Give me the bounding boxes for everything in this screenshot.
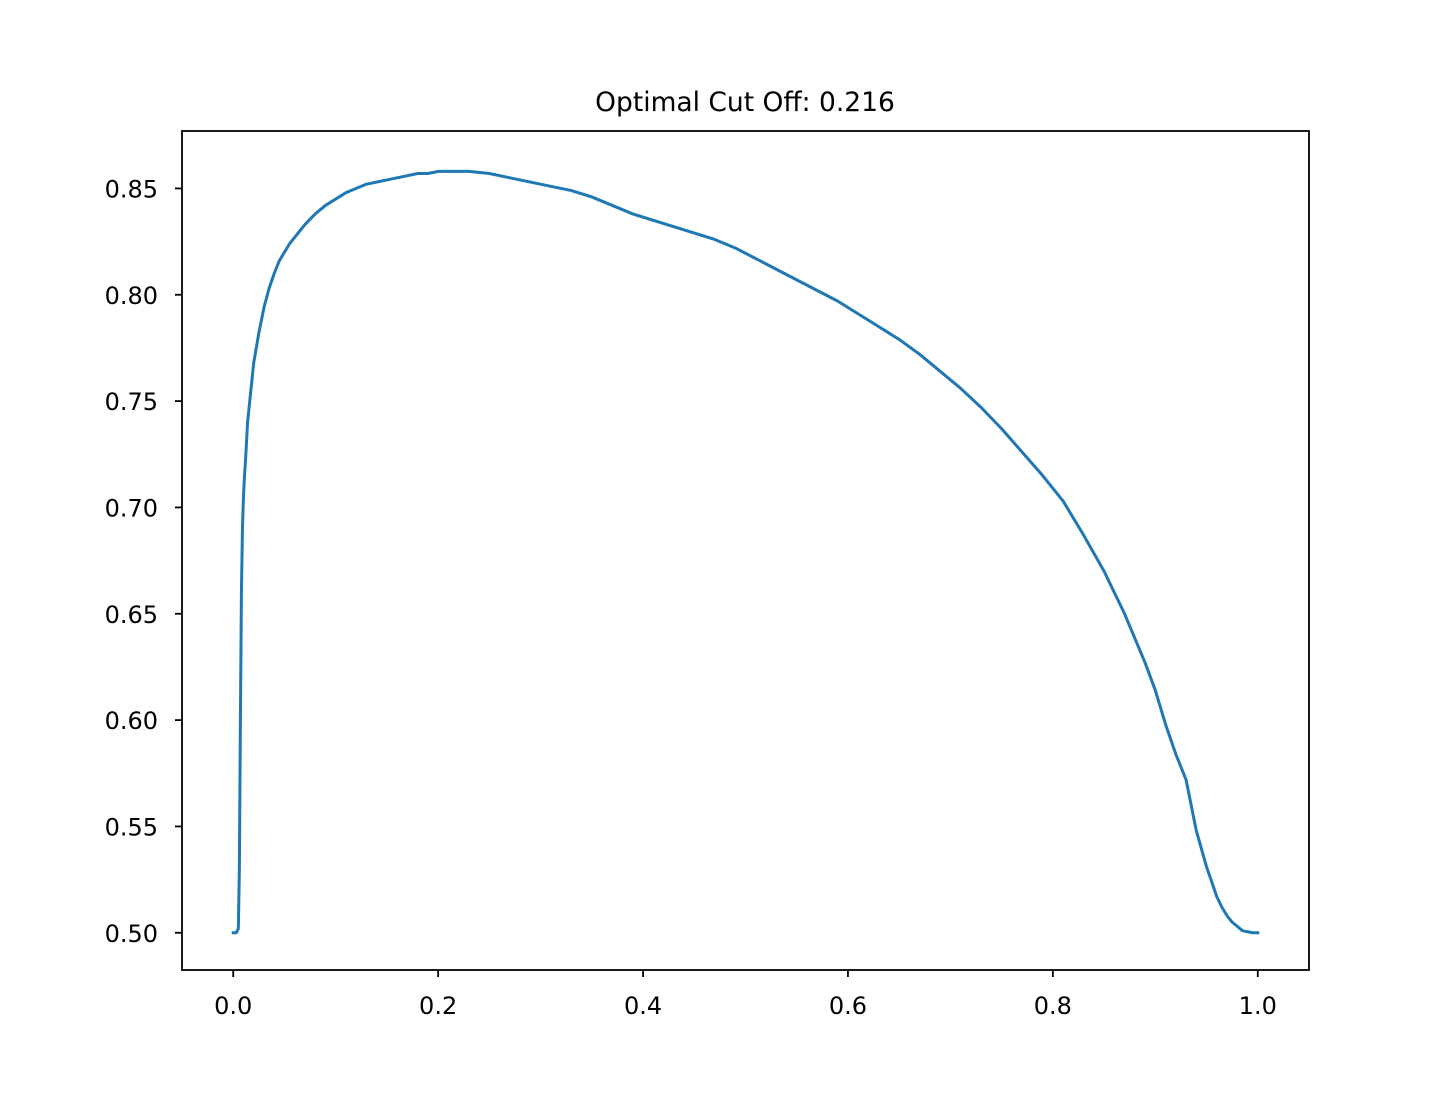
x-tick-label: 1.0 bbox=[1239, 992, 1277, 1020]
x-axis: 0.0 0.2 0.4 0.6 0.8 1.0 bbox=[214, 970, 1277, 1020]
y-tick-label: 0.80 bbox=[105, 282, 158, 310]
x-tick-label: 0.4 bbox=[624, 992, 662, 1020]
x-tick-label: 0.6 bbox=[829, 992, 867, 1020]
y-axis: 0.50 0.55 0.60 0.65 0.70 0.75 0.80 0.85 bbox=[105, 175, 182, 948]
y-tick-label: 0.70 bbox=[105, 494, 158, 522]
chart-title: Optimal Cut Off: 0.216 bbox=[595, 87, 895, 118]
y-tick-label: 0.50 bbox=[105, 920, 158, 948]
series-line bbox=[231, 169, 1260, 935]
x-tick-label: 0.0 bbox=[214, 992, 252, 1020]
y-tick-label: 0.60 bbox=[105, 707, 158, 735]
plot-area-frame bbox=[181, 130, 1310, 971]
x-tick-label: 0.2 bbox=[419, 992, 457, 1020]
y-tick-label: 0.65 bbox=[105, 601, 158, 629]
y-tick-label: 0.75 bbox=[105, 388, 158, 416]
y-tick-label: 0.85 bbox=[105, 175, 158, 203]
x-tick-label: 0.8 bbox=[1034, 992, 1072, 1020]
y-tick-label: 0.55 bbox=[105, 813, 158, 841]
